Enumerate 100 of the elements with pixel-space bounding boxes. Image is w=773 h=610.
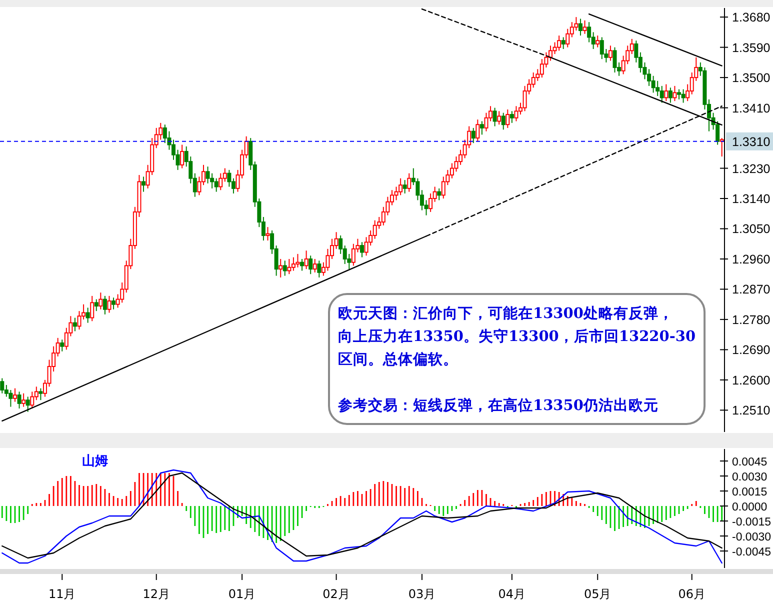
candlestick bbox=[90, 295, 94, 322]
y-tick-label: 1.3680 bbox=[732, 10, 770, 25]
candlestick bbox=[0, 378, 4, 394]
candlestick bbox=[561, 36, 566, 50]
candlestick bbox=[557, 35, 562, 52]
candlestick bbox=[180, 144, 184, 169]
x-tick-label: 04月 bbox=[498, 587, 526, 601]
y-tick-label: 1.3590 bbox=[732, 40, 770, 55]
candlestick bbox=[596, 35, 600, 48]
candlestick bbox=[582, 20, 587, 34]
ref-line-label: 1.3310 bbox=[732, 134, 770, 149]
candlestick bbox=[360, 242, 364, 258]
candlestick bbox=[17, 391, 22, 409]
candlestick bbox=[471, 127, 476, 144]
candlestick bbox=[437, 188, 442, 201]
candlestick bbox=[278, 258, 283, 278]
x-tick-label: 02月 bbox=[322, 587, 350, 601]
candlestick bbox=[578, 18, 582, 36]
candlestick bbox=[668, 87, 672, 104]
y-tick-label: 1.2600 bbox=[732, 373, 770, 388]
y-tick-label: 1.2780 bbox=[732, 312, 770, 327]
candlestick bbox=[566, 28, 570, 48]
y-tick-label: -0.0015 bbox=[732, 516, 772, 528]
candlestick bbox=[506, 108, 510, 128]
candlestick bbox=[608, 45, 612, 62]
y-tick-label: 1.2960 bbox=[732, 252, 770, 266]
y-tick-label: 1.3230 bbox=[732, 162, 770, 176]
candlestick bbox=[672, 85, 677, 102]
candlestick bbox=[107, 295, 112, 314]
candlestick bbox=[308, 255, 313, 275]
x-tick-label: 06月 bbox=[678, 587, 706, 601]
candlestick bbox=[312, 258, 317, 273]
y-tick-label: 1.3500 bbox=[732, 71, 770, 86]
candlestick bbox=[407, 172, 412, 192]
candlestick bbox=[660, 85, 664, 104]
candlestick bbox=[38, 388, 43, 401]
y-tick-label: 1.3410 bbox=[732, 101, 770, 116]
candlestick bbox=[227, 169, 232, 188]
candlestick bbox=[30, 391, 34, 409]
candlestick bbox=[402, 180, 407, 194]
candlestick bbox=[476, 119, 480, 142]
candlestick bbox=[600, 36, 604, 60]
x-tick-label: 05月 bbox=[584, 587, 612, 601]
annotation: 向上压力在13350。失守13300，后市回13220-30 bbox=[338, 327, 696, 345]
candlestick bbox=[372, 220, 377, 240]
candlestick bbox=[484, 112, 488, 132]
annotation: 区间。总体偏软。 bbox=[338, 351, 458, 368]
candlestick bbox=[656, 80, 660, 97]
candlestick bbox=[531, 72, 536, 88]
x-tick-label: 12月 bbox=[142, 587, 170, 601]
y-tick-label: 1.2870 bbox=[732, 282, 770, 297]
candlestick bbox=[398, 178, 403, 196]
candlestick bbox=[510, 110, 514, 124]
annotation: 欧元天图：汇价向下，可能在13300处略有反弹， bbox=[338, 305, 674, 322]
x-tick-label: 03月 bbox=[408, 587, 436, 601]
candlestick bbox=[304, 250, 308, 270]
candlestick bbox=[677, 88, 682, 100]
candlestick bbox=[587, 22, 592, 43]
candlestick bbox=[86, 307, 90, 324]
candlestick bbox=[112, 297, 116, 310]
candlestick bbox=[428, 192, 433, 212]
candlestick bbox=[317, 260, 322, 278]
y-tick-label: 0.0000 bbox=[732, 502, 768, 514]
candlestick bbox=[12, 388, 17, 402]
annotation: 参考交易：短线反弹，在高位13350仍沽出欧元 bbox=[337, 396, 658, 414]
candlestick bbox=[282, 260, 287, 276]
candlestick bbox=[98, 292, 103, 310]
candlestick bbox=[266, 226, 270, 241]
candlestick bbox=[681, 88, 686, 104]
candlestick bbox=[351, 243, 356, 266]
candlestick bbox=[102, 295, 107, 315]
candlestick bbox=[291, 256, 296, 272]
y-tick-label: 1.3140 bbox=[732, 192, 770, 206]
y-tick-label: 0.0030 bbox=[732, 472, 768, 484]
candlestick bbox=[612, 46, 617, 74]
candlestick bbox=[480, 120, 484, 136]
y-tick-label: 0.0015 bbox=[732, 486, 768, 498]
candlestick bbox=[651, 75, 656, 94]
x-tick-label: 11月 bbox=[48, 587, 76, 601]
y-tick-label: 1.2510 bbox=[732, 404, 770, 418]
candlestick bbox=[142, 176, 146, 192]
candlestick bbox=[60, 339, 64, 352]
y-tick-label: 1.2690 bbox=[732, 343, 770, 358]
y-tick-label: 1.3050 bbox=[732, 222, 770, 236]
candlestick bbox=[514, 106, 518, 122]
candlestick bbox=[26, 396, 30, 412]
y-tick-label: 0.0045 bbox=[732, 456, 768, 468]
chart-title: 山姆 bbox=[82, 454, 108, 469]
candlestick bbox=[214, 178, 218, 192]
candlestick bbox=[296, 253, 300, 268]
candlestick bbox=[22, 392, 26, 408]
candlestick bbox=[492, 107, 497, 127]
y-tick-label: -0.0030 bbox=[732, 532, 772, 544]
candlestick bbox=[287, 258, 292, 275]
candlestick bbox=[218, 172, 223, 191]
candlestick bbox=[497, 110, 502, 126]
candlestick bbox=[300, 258, 304, 272]
y-tick-label: -0.0045 bbox=[732, 546, 772, 558]
candlestick bbox=[94, 298, 98, 312]
candlestick bbox=[664, 84, 668, 102]
